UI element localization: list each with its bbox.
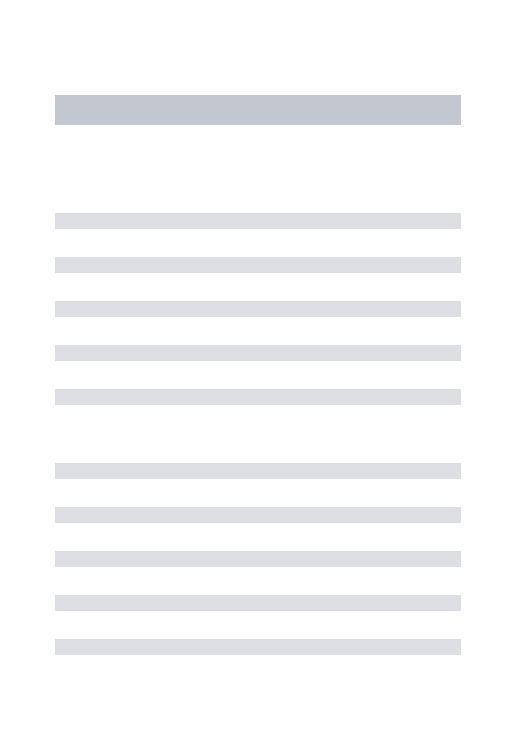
- skeleton-line: [55, 389, 461, 405]
- skeleton-line: [55, 345, 461, 361]
- skeleton-line: [55, 595, 461, 611]
- skeleton-line: [55, 639, 461, 655]
- skeleton-line: [55, 463, 461, 479]
- skeleton-line: [55, 301, 461, 317]
- skeleton-line: [55, 507, 461, 523]
- skeleton-page: [0, 0, 516, 738]
- skeleton-gap: [55, 433, 461, 463]
- skeleton-block-1: [55, 213, 461, 405]
- skeleton-line: [55, 551, 461, 567]
- skeleton-title-bar: [55, 95, 461, 125]
- skeleton-line: [55, 257, 461, 273]
- skeleton-line: [55, 213, 461, 229]
- skeleton-block-2: [55, 463, 461, 655]
